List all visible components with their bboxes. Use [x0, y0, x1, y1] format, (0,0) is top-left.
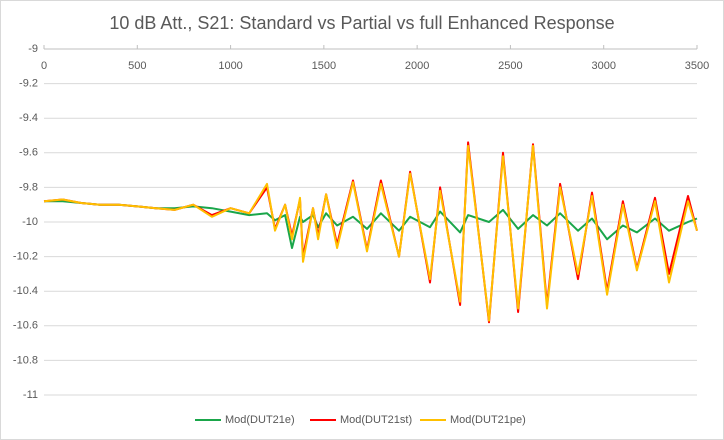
y-tick-label: -9.6: [19, 147, 38, 159]
x-tick-label: 0: [41, 60, 47, 72]
y-tick-label: -9.2: [19, 78, 38, 90]
x-tick-label: 3500: [685, 60, 709, 72]
x-tick-label: 2500: [498, 60, 522, 72]
x-tick-label: 2000: [405, 60, 429, 72]
y-tick-label: -9.8: [19, 181, 38, 193]
legend-label: Mod(DUT21st): [340, 414, 412, 426]
y-tick-label: -9.4: [19, 112, 38, 124]
y-tick-label: -10.4: [13, 285, 38, 297]
y-tick-label: -10.8: [13, 354, 38, 366]
x-tick-label: 1500: [312, 60, 336, 72]
x-tick-label: 500: [128, 60, 146, 72]
legend-label: Mod(DUT21e): [225, 414, 295, 426]
y-tick-label: -10.6: [13, 320, 38, 332]
y-tick-label: -9: [28, 43, 38, 55]
y-tick-label: -11: [23, 389, 38, 401]
series-line: [43, 144, 698, 322]
y-tick-label: -10.2: [13, 251, 38, 263]
x-tick-label: 1000: [218, 60, 242, 72]
x-tick-label: 3000: [591, 60, 615, 72]
legend-label: Mod(DUT21pe): [450, 414, 526, 426]
chart-title: 10 dB Att., S21: Standard vs Partial vs …: [109, 13, 614, 33]
y-tick-label: -10: [22, 216, 38, 228]
